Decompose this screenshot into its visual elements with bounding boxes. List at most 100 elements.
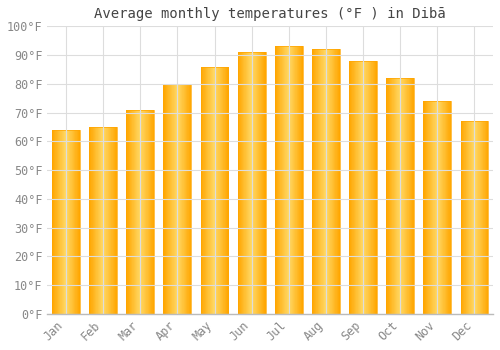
Bar [204,66,205,314]
Bar [53,130,54,314]
Bar [55,130,56,314]
Bar [412,78,413,314]
Bar [96,127,97,314]
Bar [364,61,365,314]
Bar [376,61,377,314]
Bar [320,49,321,314]
Bar [409,78,410,314]
Bar [430,101,432,314]
Bar [76,130,77,314]
Bar [298,47,299,314]
Bar [131,110,132,314]
Bar [375,61,376,314]
Bar [227,66,228,314]
Bar [65,130,66,314]
Bar [215,66,216,314]
Bar [359,61,360,314]
Bar [152,110,153,314]
Bar [77,130,78,314]
Bar [450,101,451,314]
Bar [97,127,98,314]
Bar [180,84,181,314]
Bar [302,47,303,314]
Bar [444,101,445,314]
Bar [397,78,398,314]
Bar [394,78,395,314]
Bar [90,127,91,314]
Bar [351,61,352,314]
Bar [438,101,439,314]
Bar [221,66,222,314]
Bar [425,101,426,314]
Bar [283,47,284,314]
Bar [98,127,100,314]
Bar [389,78,390,314]
Bar [226,66,227,314]
Bar [66,130,67,314]
Bar [254,52,255,314]
Bar [186,84,187,314]
Bar [63,130,64,314]
Bar [78,130,79,314]
Bar [95,127,96,314]
Bar [263,52,264,314]
Bar [62,130,64,314]
Bar [213,66,214,314]
Bar [373,61,374,314]
Bar [318,49,320,314]
Bar [110,127,111,314]
Bar [486,121,488,314]
Bar [312,49,313,314]
Bar [72,130,74,314]
Bar [191,84,192,314]
Bar [299,47,300,314]
Bar [242,52,243,314]
Bar [111,127,112,314]
Bar [479,121,480,314]
Bar [287,47,288,314]
Bar [250,52,251,314]
Bar [218,66,219,314]
Bar [164,84,165,314]
Bar [246,52,248,314]
Bar [403,78,404,314]
Bar [370,61,371,314]
Bar [201,66,202,314]
Bar [371,61,372,314]
Bar [224,66,225,314]
Bar [429,101,430,314]
Bar [352,61,353,314]
Bar [113,127,114,314]
Bar [105,127,106,314]
Bar [473,121,474,314]
Bar [336,49,337,314]
Bar [219,66,220,314]
Bar [474,121,475,314]
Bar [290,47,291,314]
Bar [485,121,486,314]
Bar [130,110,131,314]
Bar [187,84,188,314]
Bar [94,127,95,314]
Bar [334,49,335,314]
Bar [480,121,481,314]
Bar [314,49,315,314]
Bar [112,127,113,314]
Bar [367,61,368,314]
Bar [445,101,446,314]
Bar [436,101,437,314]
Bar [140,110,141,314]
Bar [129,110,130,314]
Bar [245,52,246,314]
Bar [284,47,285,314]
Bar [369,61,370,314]
Bar [424,101,452,314]
Bar [405,78,406,314]
Bar [176,84,177,314]
Bar [258,52,259,314]
Bar [143,110,144,314]
Bar [301,47,302,314]
Bar [483,121,484,314]
Bar [255,52,256,314]
Bar [54,130,55,314]
